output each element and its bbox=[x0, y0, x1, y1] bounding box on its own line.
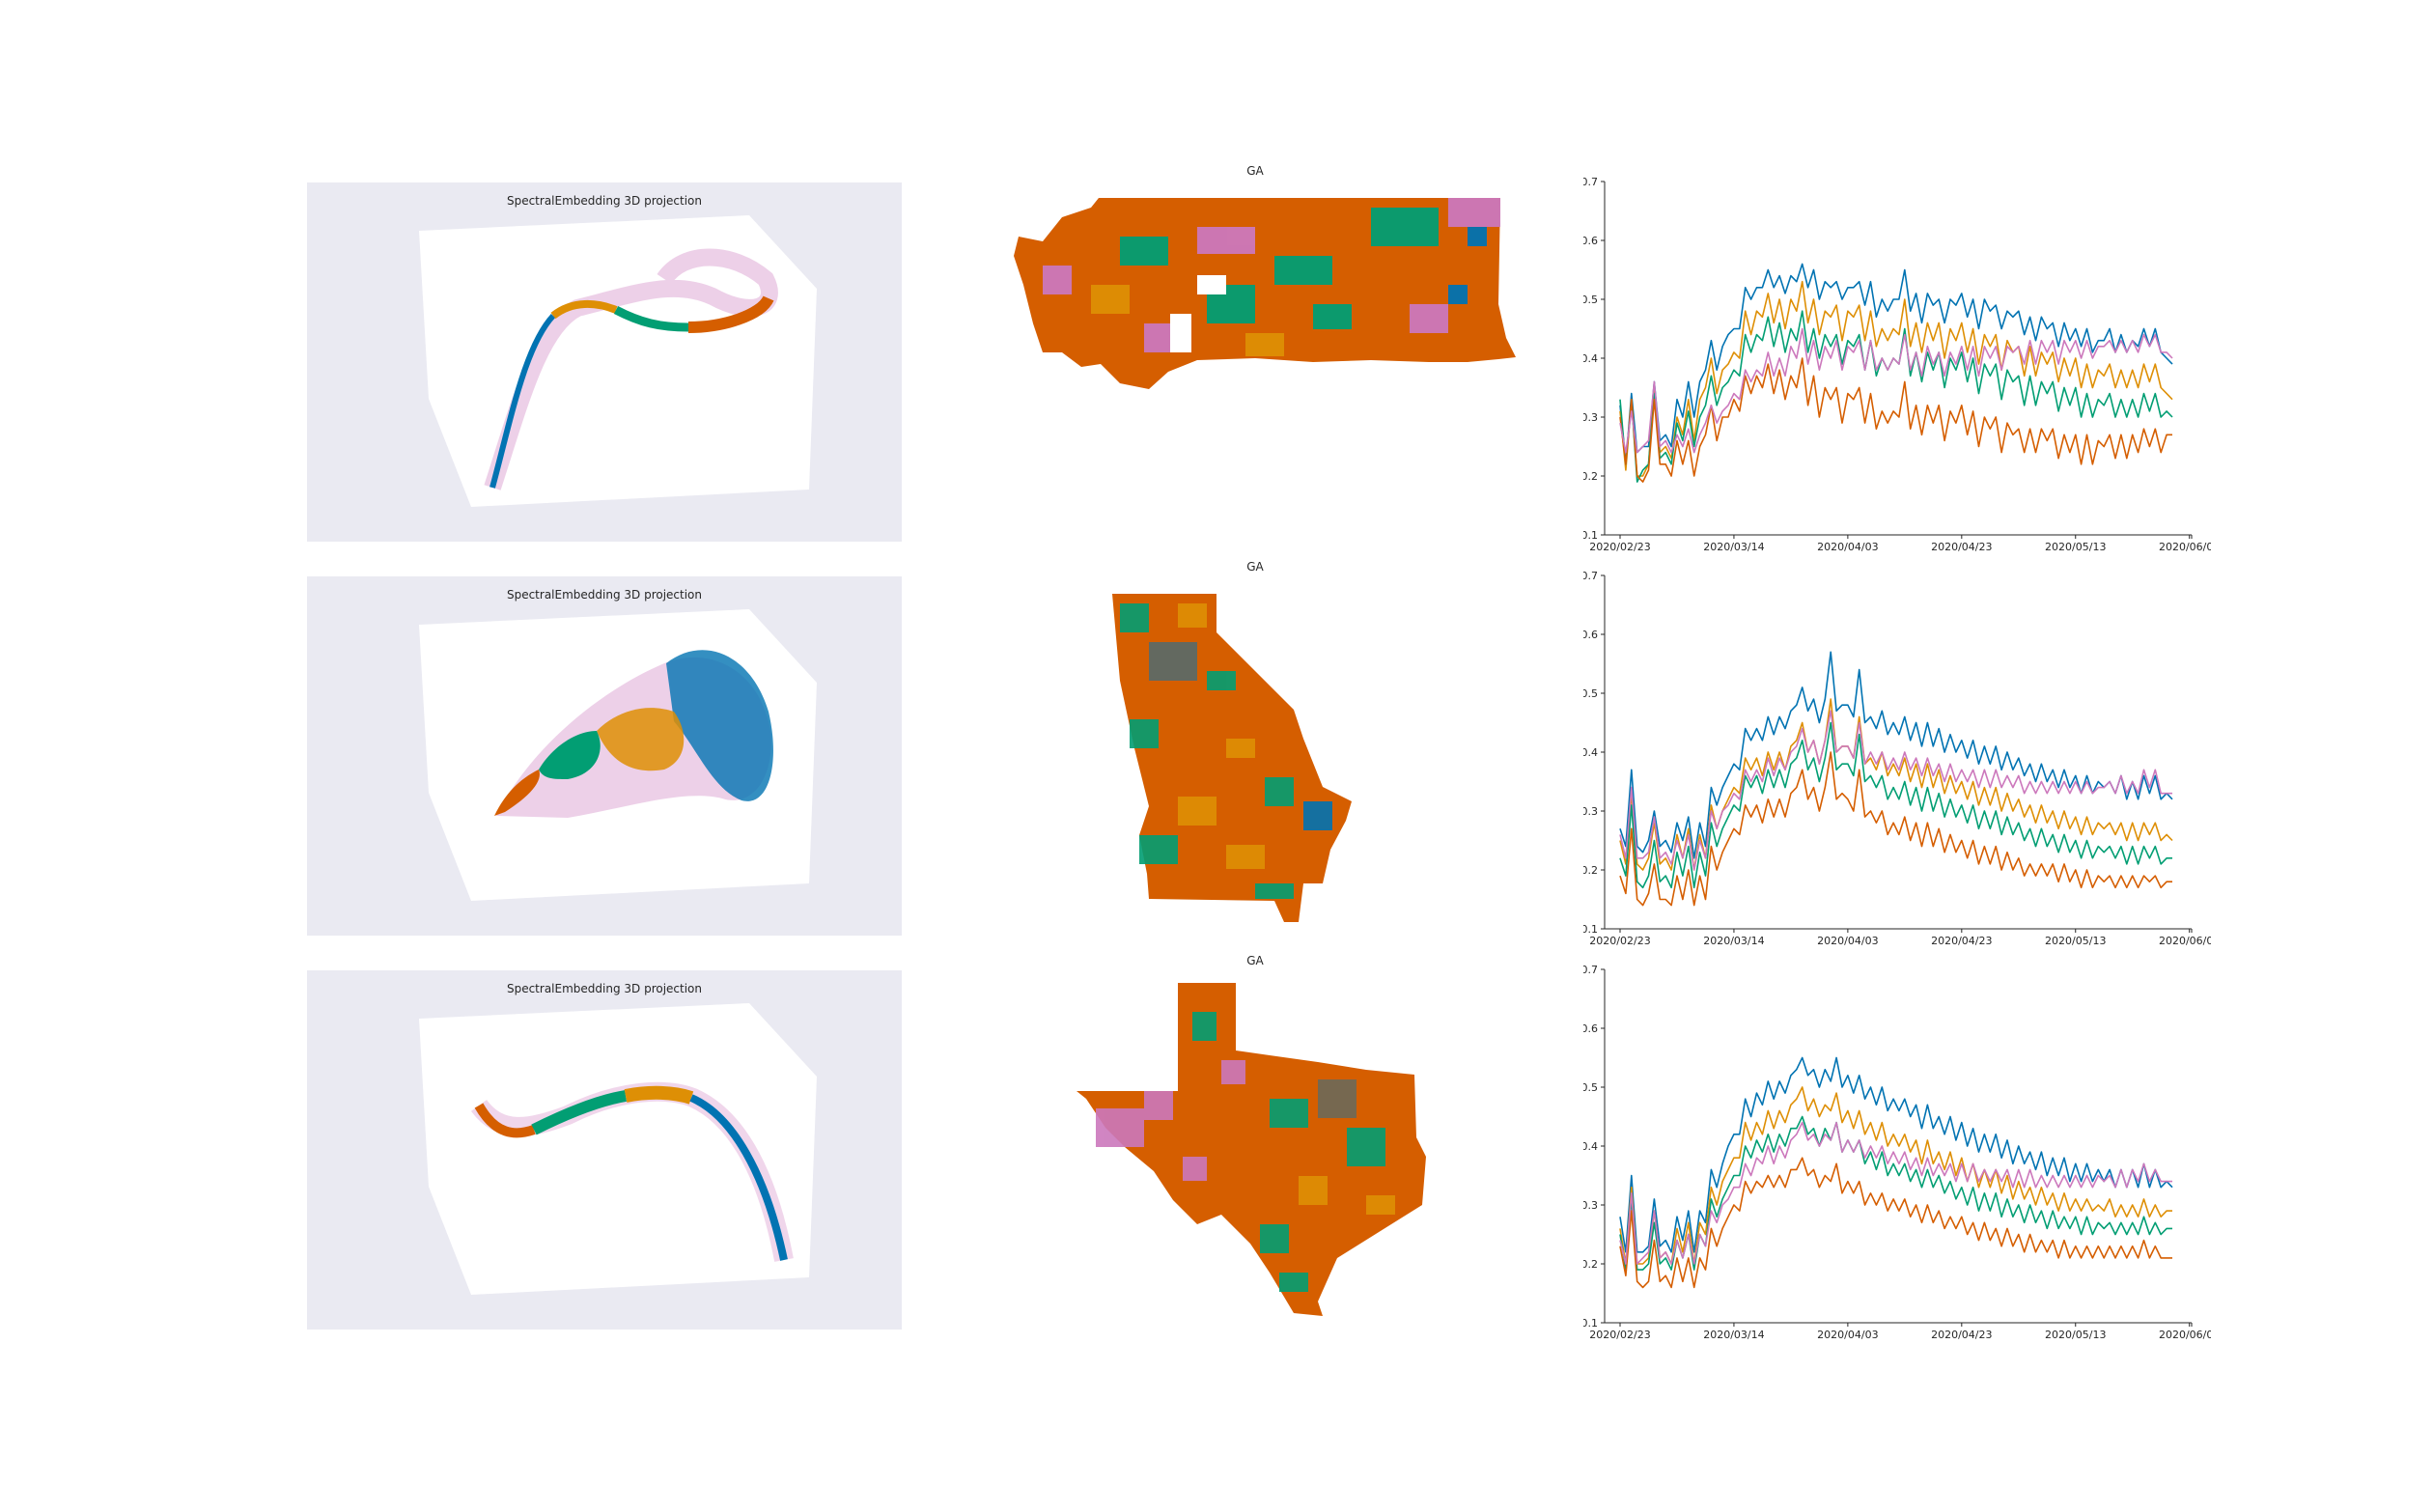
x-tick-label: 2020/02/23 bbox=[1589, 935, 1650, 947]
embed-cluster-green bbox=[539, 731, 601, 779]
x-tick-label: 2020/04/03 bbox=[1817, 1329, 1878, 1341]
y-tick-label: 0.2 bbox=[1583, 470, 1598, 483]
y-tick-label: 0.1 bbox=[1583, 923, 1598, 936]
embed-cluster-blue bbox=[689, 1094, 788, 1261]
embed-cluster-orange bbox=[624, 1085, 694, 1105]
embed-3d-pane bbox=[419, 1003, 817, 1295]
y-tick-label: 0.5 bbox=[1583, 1081, 1598, 1094]
series-line-3 bbox=[1619, 357, 2172, 483]
y-tick-label: 0.4 bbox=[1583, 1140, 1598, 1153]
embed-cluster-red bbox=[494, 770, 540, 816]
embed-cluster-blue bbox=[489, 313, 556, 489]
embed-3d-plot bbox=[419, 609, 817, 901]
series-line-1 bbox=[1619, 280, 2173, 477]
x-tick-label: 2020/03/14 bbox=[1703, 935, 1764, 947]
embed-cluster-orange bbox=[550, 299, 618, 320]
embed-cluster-red bbox=[474, 1103, 536, 1138]
embed-cloud-pink bbox=[484, 248, 778, 490]
series-line-2 bbox=[1619, 721, 2172, 889]
y-tick-label: 0.6 bbox=[1583, 629, 1598, 641]
x-tick-label: 2020/06/02 bbox=[2159, 541, 2211, 553]
x-tick-label: 2020/02/23 bbox=[1589, 541, 1650, 553]
y-tick-label: 0.5 bbox=[1583, 294, 1598, 306]
x-tick-label: 2020/04/23 bbox=[1931, 1329, 1992, 1341]
embed-panel-2: SpectralEmbedding 3D projection bbox=[307, 576, 902, 936]
y-tick-label: 0.7 bbox=[1583, 570, 1598, 582]
series-line-1 bbox=[1619, 698, 2173, 871]
y-tick-label: 0.5 bbox=[1583, 687, 1598, 700]
y-tick-label: 0.3 bbox=[1583, 805, 1598, 818]
y-tick-label: 0.7 bbox=[1583, 176, 1598, 188]
x-tick-label: 2020/03/14 bbox=[1703, 1329, 1764, 1341]
x-tick-label: 2020/05/13 bbox=[2045, 541, 2106, 553]
embed-title: SpectralEmbedding 3D projection bbox=[506, 588, 703, 602]
series-line-3 bbox=[1619, 751, 2172, 907]
x-tick-label: 2020/06/02 bbox=[2159, 1329, 2211, 1341]
x-tick-label: 2020/04/03 bbox=[1817, 541, 1878, 553]
y-tick-label: 0.4 bbox=[1583, 746, 1598, 759]
state-map-3 bbox=[1077, 983, 1426, 1316]
embed-cluster-green bbox=[531, 1090, 628, 1135]
y-tick-label: 0.6 bbox=[1583, 1022, 1598, 1035]
series-line-4 bbox=[1619, 327, 2173, 454]
embed-panel-1: SpectralEmbedding 3D projection bbox=[307, 182, 902, 542]
embed-cluster-orange bbox=[597, 708, 685, 771]
embed-title: SpectralEmbedding 3D projection bbox=[506, 194, 703, 208]
embed-3d-pane bbox=[419, 215, 817, 507]
x-tick-label: 2020/04/23 bbox=[1931, 541, 1992, 553]
embed-cluster-green bbox=[613, 306, 689, 332]
y-tick-label: 0.1 bbox=[1583, 529, 1598, 542]
x-tick-label: 2020/05/13 bbox=[2045, 1329, 2106, 1341]
y-tick-label: 0.3 bbox=[1583, 411, 1598, 424]
y-tick-label: 0.7 bbox=[1583, 964, 1598, 976]
map-shape bbox=[1077, 983, 1426, 1316]
x-tick-label: 2020/02/23 bbox=[1589, 1329, 1650, 1341]
embed-title: SpectralEmbedding 3D projection bbox=[506, 982, 703, 995]
embed-3d-plot bbox=[419, 1003, 817, 1295]
state-map-1 bbox=[1014, 198, 1516, 389]
series-line-4 bbox=[1619, 710, 2172, 871]
series-line-2 bbox=[1619, 1115, 2172, 1271]
series-line-1 bbox=[1619, 1086, 2172, 1265]
y-tick-label: 0.4 bbox=[1583, 352, 1598, 365]
y-tick-label: 0.3 bbox=[1583, 1199, 1598, 1212]
state-map-2 bbox=[1112, 594, 1352, 922]
embed-cluster-red bbox=[687, 294, 774, 333]
line-chart-1[interactable]: 0.1 0.2 0.3 0.4 0.5 0.6 0.7 2020/02/23 2020/03/1… bbox=[1583, 172, 2211, 558]
embed-cluster-blue bbox=[666, 650, 773, 801]
map-title: GA bbox=[1246, 164, 1264, 178]
series-line-0 bbox=[1619, 263, 2173, 465]
x-tick-label: 2020/05/13 bbox=[2045, 935, 2106, 947]
series-line-3 bbox=[1619, 1157, 2172, 1289]
y-tick-label: 0.2 bbox=[1583, 1258, 1598, 1271]
y-tick-label: 0.6 bbox=[1583, 235, 1598, 247]
y-tick-label: 0.1 bbox=[1583, 1317, 1598, 1330]
line-chart-2[interactable]: 0.1 0.2 0.3 0.4 0.5 0.6 0.7 2020/02/23 2020/03/1… bbox=[1583, 566, 2211, 952]
x-tick-label: 2020/03/14 bbox=[1703, 541, 1764, 553]
y-tick-label: 0.2 bbox=[1583, 864, 1598, 877]
embed-3d-plot bbox=[419, 215, 817, 507]
x-tick-label: 2020/06/02 bbox=[2159, 935, 2211, 947]
series-line-4 bbox=[1619, 1121, 2172, 1265]
map-title: GA bbox=[1246, 560, 1264, 574]
line-chart-3[interactable]: 0.1 0.2 0.3 0.4 0.5 0.6 0.7 2020/02/23 2020/03/1… bbox=[1583, 960, 2211, 1346]
x-tick-label: 2020/04/03 bbox=[1817, 935, 1878, 947]
map-shape bbox=[1014, 198, 1516, 389]
embed-panel-3: SpectralEmbedding 3D projection bbox=[307, 970, 902, 1330]
map-title: GA bbox=[1246, 954, 1264, 967]
x-tick-label: 2020/04/23 bbox=[1931, 935, 1992, 947]
series-line-0 bbox=[1619, 1056, 2173, 1253]
